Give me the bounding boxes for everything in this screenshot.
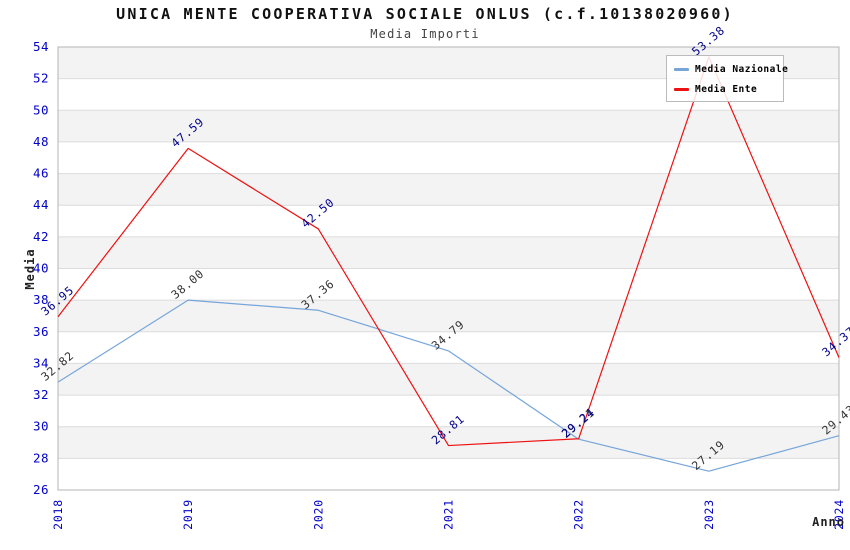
chart-subtitle: Media Importi [370, 27, 480, 41]
legend-item-media-nazionale: Media Nazionale [674, 63, 788, 75]
plot-band [58, 110, 839, 142]
media-ente-line-swatch-icon [674, 87, 689, 91]
plot-band [58, 205, 839, 237]
y-tick-label: 36 [33, 324, 49, 339]
x-tick-label-2021: 2021 [442, 499, 456, 530]
y-tick-label: 38 [33, 292, 49, 307]
x-tick-label-2023: 2023 [702, 499, 716, 530]
y-axis-title: Media [23, 248, 37, 290]
y-tick-label: 34 [33, 355, 49, 370]
series-line-media-nazionale [57, 299, 840, 472]
x-tick-label-2022: 2022 [572, 499, 586, 530]
plot-band [58, 268, 839, 301]
x-tick-label-2018: 2018 [51, 499, 65, 530]
y-tick-label: 32 [33, 387, 49, 402]
plot-band [58, 458, 839, 490]
y-tick-label: 46 [33, 166, 49, 181]
plot-border [57, 46, 840, 491]
y-tick-label: 52 [33, 71, 49, 86]
y-tick-label: 30 [33, 419, 49, 434]
legend-label-media-nazionale: Media Nazionale [695, 63, 789, 75]
plot-band [58, 395, 839, 427]
y-tick-label: 50 [33, 102, 49, 117]
plot-band [58, 331, 839, 364]
x-tick-label-2019: 2019 [181, 499, 195, 530]
y-tick-label: 40 [33, 261, 49, 276]
x-axis-title: Anno [812, 515, 845, 529]
x-tick-label-2024: 2024 [832, 499, 846, 530]
plot-band [58, 173, 839, 206]
plot-band [58, 363, 839, 396]
y-tick-label: 28 [33, 450, 49, 465]
plot-band [58, 426, 839, 459]
legend: Media Nazionale Media Ente [666, 55, 788, 102]
y-tick-label: 44 [33, 197, 49, 212]
chart-title: UNICA MENTE COOPERATIVA SOCIALE ONLUS (c… [116, 5, 734, 23]
media-nazionale-line-swatch-icon [674, 67, 689, 71]
x-tick-label-2020: 2020 [311, 499, 325, 530]
y-tick-label: 26 [33, 482, 49, 497]
legend-label-media-ente: Media Ente [695, 83, 758, 95]
y-tick-label: 48 [33, 134, 49, 149]
y-tick-label: 42 [33, 229, 49, 244]
legend-item-media-ente: Media Ente [674, 83, 777, 95]
plot-band [58, 141, 839, 174]
plot-band [58, 236, 839, 269]
plot-band [58, 300, 839, 332]
y-tick-label: 54 [33, 39, 49, 54]
